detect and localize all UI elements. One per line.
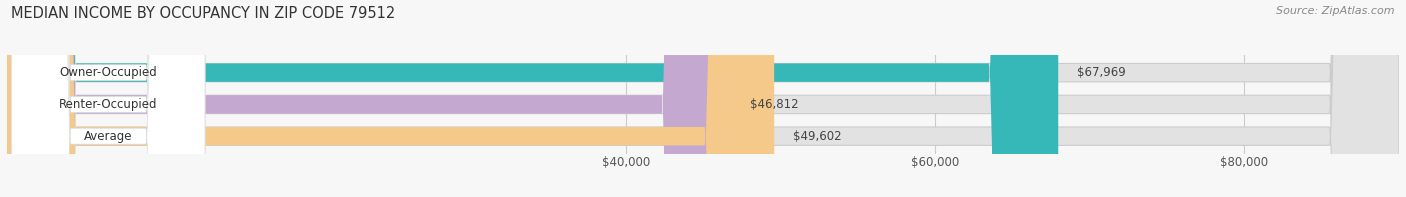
Text: $46,812: $46,812 xyxy=(749,98,799,111)
FancyBboxPatch shape xyxy=(7,0,1399,197)
FancyBboxPatch shape xyxy=(7,0,1399,197)
FancyBboxPatch shape xyxy=(7,0,731,197)
Text: $49,602: $49,602 xyxy=(793,130,841,143)
FancyBboxPatch shape xyxy=(11,0,205,197)
FancyBboxPatch shape xyxy=(11,0,205,197)
FancyBboxPatch shape xyxy=(11,0,205,197)
Text: Owner-Occupied: Owner-Occupied xyxy=(59,66,157,79)
Text: Renter-Occupied: Renter-Occupied xyxy=(59,98,157,111)
Text: Average: Average xyxy=(84,130,132,143)
FancyBboxPatch shape xyxy=(7,0,775,197)
Text: MEDIAN INCOME BY OCCUPANCY IN ZIP CODE 79512: MEDIAN INCOME BY OCCUPANCY IN ZIP CODE 7… xyxy=(11,6,395,21)
Text: Source: ZipAtlas.com: Source: ZipAtlas.com xyxy=(1277,6,1395,16)
FancyBboxPatch shape xyxy=(7,0,1059,197)
FancyBboxPatch shape xyxy=(7,0,1399,197)
Text: $67,969: $67,969 xyxy=(1077,66,1126,79)
